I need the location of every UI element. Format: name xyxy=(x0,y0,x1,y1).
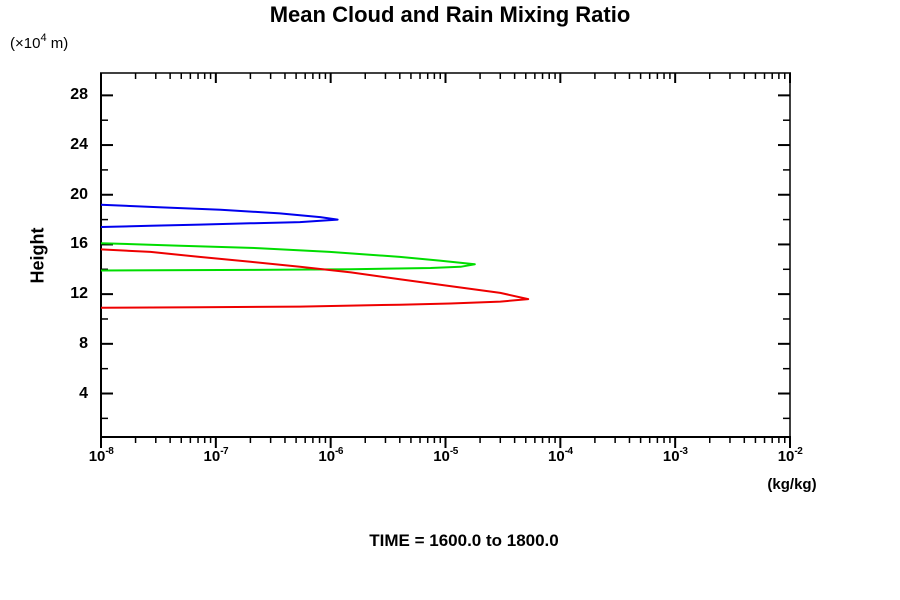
y-axis-tick-label: 20 xyxy=(70,185,88,203)
y-axis-tick-label: 4 xyxy=(79,384,88,402)
y-axis-tick-label: 8 xyxy=(79,334,88,352)
x-tick-base: 10 xyxy=(548,448,565,465)
x-tick-base: 10 xyxy=(777,448,795,465)
x-axis-tick-label: 10-3 xyxy=(643,446,707,465)
x-tick-base: 10 xyxy=(433,448,450,465)
red-profile-line xyxy=(100,248,530,309)
x-tick-base: 10 xyxy=(203,448,221,465)
y-unit-suffix: m) xyxy=(46,35,69,52)
x-axis-tick-label: 10-6 xyxy=(299,446,363,465)
y-unit-exponent: 4 xyxy=(40,32,47,44)
y-axis-tick-label: 28 xyxy=(70,86,88,104)
x-axis-tick-label: 10-4 xyxy=(528,446,592,465)
x-tick-exponent: -4 xyxy=(564,446,573,457)
x-axis-tick-label: 10-2 xyxy=(758,446,822,465)
blue-profile-line xyxy=(100,203,339,228)
y-unit-prefix: (×10 xyxy=(10,35,41,52)
x-axis-unit-label: (kg/kg) xyxy=(767,476,817,493)
x-tick-exponent: -8 xyxy=(105,446,114,457)
x-tick-exponent: -7 xyxy=(220,446,229,457)
x-tick-exponent: -2 xyxy=(794,446,803,457)
x-tick-exponent: -5 xyxy=(449,446,458,457)
chart-title: Mean Cloud and Rain Mixing Ratio xyxy=(269,2,631,27)
y-axis-tick-label: 24 xyxy=(70,136,88,154)
x-tick-base: 10 xyxy=(662,448,680,465)
green-profile-line xyxy=(100,242,476,272)
x-tick-exponent: -6 xyxy=(335,446,343,457)
x-tick-base: 10 xyxy=(318,448,336,465)
x-axis-tick-label: 10-7 xyxy=(184,446,248,465)
x-axis-tick-label: 10-5 xyxy=(414,446,478,465)
x-axis-tick-label: 10-8 xyxy=(69,446,133,465)
y-axis-unit-label: (×104 m) xyxy=(10,32,69,52)
time-annotation: TIME = 1600.0 to 1800.0 xyxy=(369,531,559,550)
x-tick-exponent: -3 xyxy=(679,446,688,457)
y-axis-tick-label: 16 xyxy=(70,235,88,253)
y-axis-tick-label: 12 xyxy=(70,285,88,303)
x-tick-base: 10 xyxy=(88,448,106,465)
